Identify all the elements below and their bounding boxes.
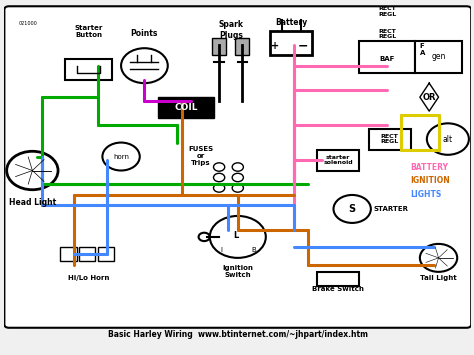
Text: −: − xyxy=(298,40,309,53)
Bar xyxy=(79,247,95,261)
Text: horn: horn xyxy=(113,153,129,159)
Bar xyxy=(212,38,226,55)
Text: starter
solenoid: starter solenoid xyxy=(323,155,353,165)
Text: BATTERY: BATTERY xyxy=(410,163,448,171)
Bar xyxy=(359,41,415,73)
Text: Brake Switch: Brake Switch xyxy=(312,286,364,292)
Text: Spark
Plugs: Spark Plugs xyxy=(219,20,243,40)
Bar xyxy=(60,247,77,261)
Text: Hi/Lo Horn: Hi/Lo Horn xyxy=(68,275,109,282)
Bar xyxy=(271,31,312,55)
Text: L: L xyxy=(233,231,238,240)
Bar xyxy=(158,97,214,118)
Text: Starter
Button: Starter Button xyxy=(74,25,102,38)
Text: COIL: COIL xyxy=(175,103,198,112)
Bar xyxy=(368,129,410,149)
Bar xyxy=(317,272,359,286)
Text: Ignition
Switch: Ignition Switch xyxy=(222,265,253,278)
Text: gen: gen xyxy=(431,53,446,61)
Text: BAF: BAF xyxy=(380,56,395,62)
Bar xyxy=(236,38,249,55)
Text: F: F xyxy=(420,43,425,49)
FancyBboxPatch shape xyxy=(4,6,471,328)
Text: RECT
REGL: RECT REGL xyxy=(378,29,396,39)
Text: +: + xyxy=(271,42,279,51)
Text: STARTER: STARTER xyxy=(373,206,408,212)
Text: LIGHTS: LIGHTS xyxy=(410,191,442,200)
Text: IGNITION: IGNITION xyxy=(410,176,450,186)
Text: I: I xyxy=(220,247,222,253)
Bar xyxy=(317,149,359,170)
Text: Points: Points xyxy=(131,29,158,38)
Text: alt: alt xyxy=(443,135,453,143)
Text: S: S xyxy=(348,204,356,214)
Text: OR: OR xyxy=(422,93,436,102)
Bar xyxy=(415,41,462,73)
Text: Head Light: Head Light xyxy=(9,198,56,207)
Bar xyxy=(98,247,114,261)
Text: A: A xyxy=(419,50,425,56)
Text: Basic Harley Wiring  www.btinternet.com/~jhpart/index.htm: Basic Harley Wiring www.btinternet.com/~… xyxy=(108,330,368,339)
Text: FUSES
or
Trips: FUSES or Trips xyxy=(188,146,213,166)
Text: Battery: Battery xyxy=(275,18,308,27)
Bar xyxy=(65,59,112,80)
Text: Tail Light: Tail Light xyxy=(420,275,457,282)
Text: RECT
REGL: RECT REGL xyxy=(378,6,396,17)
Text: RECT
REGL: RECT REGL xyxy=(381,134,399,144)
Text: 021000: 021000 xyxy=(18,21,37,26)
Text: B: B xyxy=(252,247,256,253)
